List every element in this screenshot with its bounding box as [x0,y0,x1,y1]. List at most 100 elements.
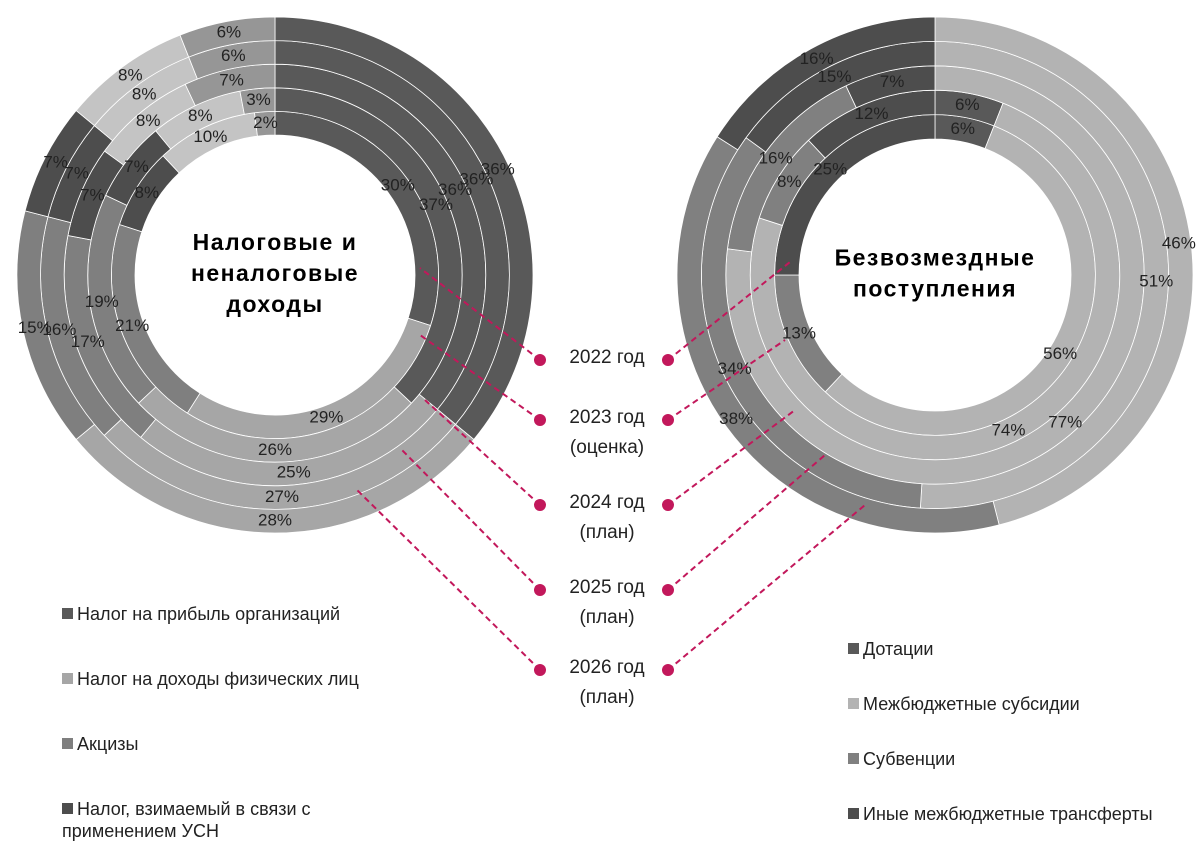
ring-label: 2022 год [569,347,644,368]
data-label: 36% [481,160,515,179]
ring-label: (план) [579,607,634,628]
data-label: 7% [64,163,89,182]
connector [419,334,541,421]
data-label: 6% [217,23,242,42]
legend-swatch [848,808,859,819]
data-label: 15% [18,318,52,337]
connector [419,267,541,361]
data-label: 8% [135,183,160,202]
data-label: 15% [817,67,851,86]
data-label: 27% [265,487,299,506]
data-label: 7% [219,70,244,89]
connector [667,261,791,361]
data-label: 8% [777,172,802,191]
data-label: 12% [854,104,888,123]
center-title: поступления [853,276,1017,302]
data-label: 37% [419,195,453,214]
legend-swatch [62,673,73,684]
connector-dot [662,354,674,366]
connector [667,409,796,506]
data-label: 7% [43,153,68,172]
data-label: 74% [991,421,1025,440]
legend-item: Иные межбюджетные трансферты [848,803,1199,825]
connector-dot [662,499,674,511]
legend-label: Налог на прибыль организаций [77,604,341,624]
connector-dot [534,354,546,366]
legend-label: Налог на доходы физических лиц [77,669,359,689]
connector [354,487,541,671]
connector-dot [662,664,674,676]
ring-label: (план) [579,522,634,543]
connector-dot [534,414,546,426]
donut-segment [179,16,276,58]
data-label: 21% [115,316,149,335]
center-title: Безвозмездные [835,245,1036,271]
legend-swatch [62,608,73,619]
legend-item: Налог на доходы физических лиц [62,668,362,690]
data-label: 7% [124,157,149,176]
connector-dot [534,584,546,596]
legend-swatch [848,753,859,764]
data-label: 13% [782,323,816,342]
ring-label: 2023 год [569,407,644,428]
data-label: 8% [188,106,213,125]
data-label: 36% [459,170,493,189]
data-label: 16% [42,320,76,339]
connector [424,399,541,506]
connector-dot [662,584,674,596]
data-label: 6% [950,119,975,138]
center-title: неналоговые [191,260,359,286]
data-label: 6% [221,46,246,65]
data-label: 19% [85,292,119,311]
connector [667,454,826,591]
legend-item: Межбюджетные субсидии [848,693,1199,715]
data-label: 30% [381,175,415,194]
data-label: 46% [1162,234,1196,253]
center-title: Налоговые и [193,229,358,255]
legend-item: Акцизы [62,733,362,755]
ring-label: 2026 год [569,657,644,678]
data-label: 2% [253,113,278,132]
data-label: 77% [1048,412,1082,431]
data-label: 3% [246,90,271,109]
legend-item: Налог на прибыль организаций [62,603,362,625]
connector-dot [662,414,674,426]
data-label: 34% [718,359,752,378]
data-label: 10% [193,127,227,146]
legend-item: Дотации [848,638,1199,660]
data-label: 17% [71,332,105,351]
data-label: 36% [438,180,472,199]
legend-swatch [62,803,73,814]
legend-swatch [62,738,73,749]
ring-label: 2025 год [569,577,644,598]
connector-dot [534,499,546,511]
legend-label: Субвенции [863,749,956,769]
data-label: 8% [118,65,143,84]
legend-label: Межбюджетные субсидии [863,694,1080,714]
connector [667,339,786,421]
donut-segment [716,16,936,151]
connector [667,504,866,671]
connector-dot [534,664,546,676]
data-label: 25% [277,463,311,482]
ring-label: (оценка) [570,437,644,458]
data-label: 38% [719,409,753,428]
legend-label: Дотации [863,639,934,659]
data-label: 16% [759,149,793,168]
data-label: 51% [1139,271,1173,290]
ring-label: 2024 год [569,492,644,513]
data-label: 29% [309,407,343,426]
connector [399,447,541,591]
data-label: 28% [258,511,292,530]
legend-label: Налог, взимаемый в связи с применением У… [62,799,311,841]
center-title: доходы [226,291,323,317]
ring-label: (план) [579,687,634,708]
legend-swatch [848,643,859,654]
data-label: 26% [258,440,292,459]
data-label: 6% [955,95,980,114]
data-label: 16% [800,49,834,68]
data-label: 25% [813,160,847,179]
data-label: 7% [880,72,905,91]
